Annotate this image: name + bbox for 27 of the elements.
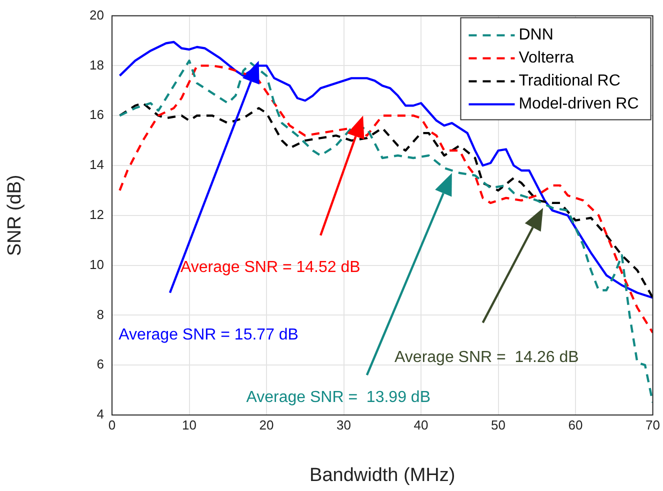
x-axis-title: Bandwidth (MHz) [310,464,456,486]
legend-label: DNN [518,26,554,44]
annotation: Average SNR = 15.77 dB [118,326,298,344]
x-tick-label: 20 [259,417,274,432]
annotation: Average SNR = 14.52 dB [180,259,360,276]
y-tick-label: 4 [96,406,104,422]
x-tick-label: 50 [491,417,506,432]
legend-label: Model-driven RC [518,96,639,113]
y-tick-label: 10 [90,256,104,272]
y-tick-label: 14 [90,157,104,172]
y-tick-label: 20 [90,7,104,22]
annotation: Average SNR = 14.26 dB [394,349,579,366]
legend-label: Traditional RC [518,72,620,90]
annotation: Average SNR = 13.99 dB [246,388,430,406]
x-tick-label: 40 [414,417,428,432]
y-tick-label: 16 [90,107,104,122]
x-tick-label: 10 [182,417,196,432]
y-tick-label: 12 [90,206,104,222]
y-tick-label: 6 [96,356,104,372]
x-tick-label: 0 [108,417,116,432]
y-tick-label: 8 [96,306,104,322]
y-tick-label: 18 [90,57,104,72]
x-tick-label: 70 [646,417,660,432]
x-tick-label: 60 [568,417,583,432]
legend-label: Volterra [518,50,574,67]
y-axis-title: SNR (dB) [4,174,26,256]
x-tick-label: 30 [336,417,351,432]
